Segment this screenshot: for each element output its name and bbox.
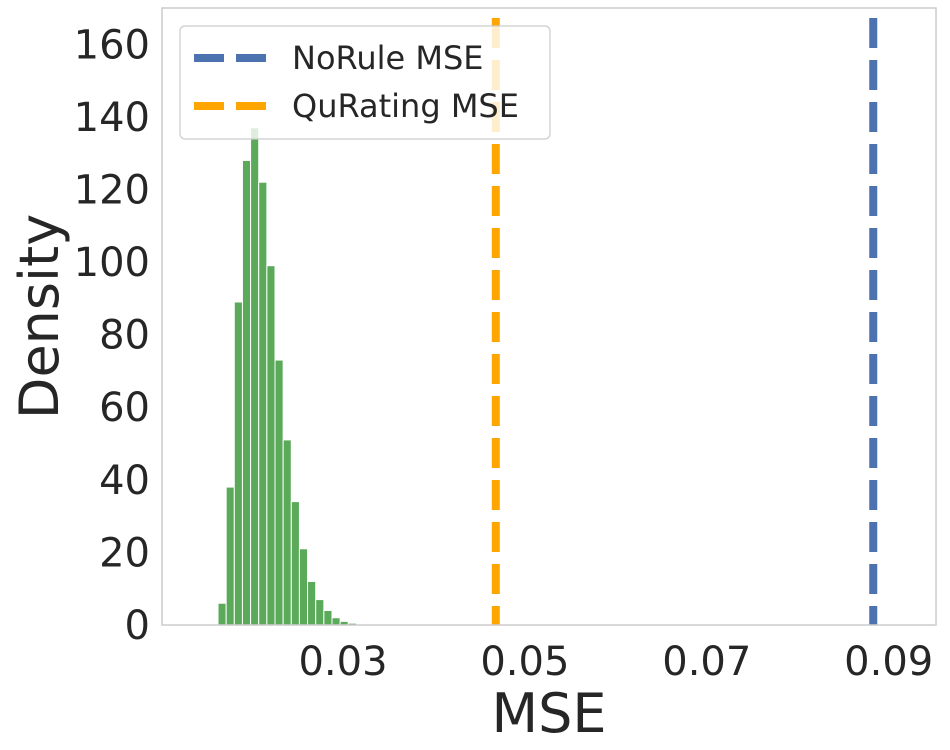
y-tick-label-2: 40 [99,458,150,504]
x-tick-label-2: 0.07 [662,639,751,685]
y-axis-ticks: 0 20 40 60 80 100 120 140 160 [74,22,150,649]
histogram-bar-2 [233,301,243,626]
legend-label-1: QuRating MSE [292,87,519,125]
y-tick-label-6: 120 [74,167,150,213]
histogram-bar-8 [282,439,292,626]
y-tick-label-1: 20 [99,530,150,576]
histogram-bar-13 [323,609,333,626]
plot-frame [161,7,937,626]
x-axis-ticks: 0.03 0.05 0.07 0.09 [298,639,933,685]
y-tick-label-4: 80 [99,313,150,359]
histogram-bar-4 [250,127,260,626]
histogram-bar-0 [217,602,227,626]
x-axis-label: MSE [492,682,607,745]
histogram-bars [217,127,366,626]
x-tick-label-0: 0.03 [298,639,387,685]
y-tick-label-3: 60 [99,385,150,431]
y-axis-label: Density [8,214,71,419]
legend-box [179,25,551,140]
histogram-bar-6 [266,265,276,626]
y-tick-label-7: 140 [74,95,150,141]
legend: NoRule MSE QuRating MSE [179,25,551,140]
histogram-bar-7 [274,359,284,626]
x-tick-label-1: 0.05 [480,639,569,685]
histogram-bar-3 [241,159,252,626]
y-tick-label-5: 100 [74,240,150,286]
x-tick-label-3: 0.09 [844,639,933,685]
histogram-bar-11 [307,580,317,626]
y-tick-label-8: 160 [74,22,150,68]
y-tick-label-0: 0 [125,603,150,649]
histogram-bar-12 [315,599,325,626]
reference-lines [491,18,878,625]
histogram-bar-1 [225,486,235,626]
histogram-bar-14 [331,617,341,626]
legend-label-0: NoRule MSE [292,39,483,77]
histogram-bar-10 [298,548,309,626]
histogram-bar-9 [290,501,300,626]
histogram-bar-5 [258,181,268,626]
